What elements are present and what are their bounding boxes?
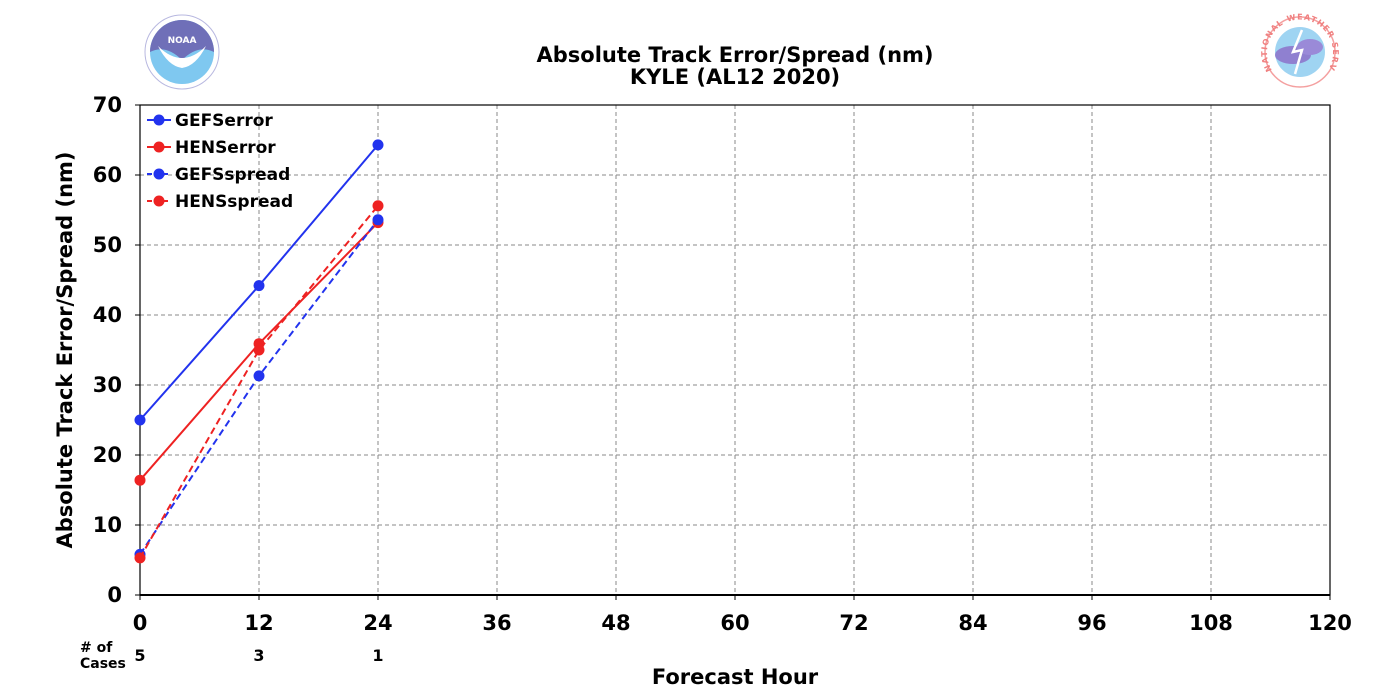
y-ticks: 0 10 20 30 40 50 60 70 [93, 93, 140, 607]
legend-item-hensspread: HENSspread [147, 192, 293, 212]
series-layer [134, 139, 384, 564]
chart-subtitle: KYLE (AL12 2020) [630, 65, 840, 89]
x-tick-label: 24 [363, 611, 392, 635]
series-hensspread [134, 200, 384, 564]
data-point [253, 280, 265, 292]
series-line [139, 205, 379, 559]
x-tick-label: 0 [133, 611, 148, 635]
legend-marker [153, 195, 165, 207]
cases-value: 1 [372, 646, 383, 665]
cases-value: 5 [134, 646, 145, 665]
data-point [134, 414, 146, 426]
cases-value: 3 [253, 646, 264, 665]
y-tick-label: 30 [93, 373, 122, 397]
cases-label-line1: # of [80, 640, 113, 656]
cases-label-line2: Cases [80, 656, 126, 672]
y-tick-label: 40 [93, 303, 122, 327]
data-point [372, 139, 384, 151]
y-tick-label: 70 [93, 93, 122, 117]
y-axis-label: Absolute Track Error/Spread (nm) [53, 151, 77, 548]
data-point [372, 214, 384, 226]
x-tick-label: 72 [839, 611, 868, 635]
x-tick-label: 120 [1308, 611, 1352, 635]
x-axis-label: Forecast Hour [652, 665, 819, 689]
x-tick-label: 12 [244, 611, 273, 635]
chart-title: Absolute Track Error/Spread (nm) [536, 43, 933, 67]
legend-label: HENSerror [175, 138, 276, 158]
data-point [253, 370, 265, 382]
x-tick-label: 108 [1189, 611, 1233, 635]
data-point [134, 474, 146, 486]
data-point [372, 200, 384, 212]
x-tick-label: 60 [720, 611, 749, 635]
svg-text:NOAA: NOAA [168, 36, 197, 46]
data-point [134, 552, 146, 564]
x-tick-label: 36 [482, 611, 511, 635]
data-point [253, 344, 265, 356]
grid [140, 105, 1330, 595]
x-tick-label: 48 [601, 611, 630, 635]
y-tick-label: 10 [93, 513, 122, 537]
legend-label: GEFSerror [175, 111, 273, 131]
series-gefserror [134, 139, 384, 426]
cases-values: 5 3 1 [134, 646, 383, 665]
y-tick-label: 60 [93, 163, 122, 187]
y-tick-label: 20 [93, 443, 122, 467]
x-ticks: 0 12 24 36 48 60 72 84 96 108 120 [133, 595, 1352, 635]
legend-label: HENSspread [175, 192, 293, 212]
y-tick-label: 50 [93, 233, 122, 257]
legend-item-henserror: HENSerror [147, 138, 276, 158]
legend-label: GEFSspread [175, 165, 290, 185]
x-tick-label: 84 [958, 611, 987, 635]
legend-marker [153, 141, 165, 153]
x-tick-label: 96 [1077, 611, 1106, 635]
legend-marker [153, 168, 165, 180]
legend-item-gefserror: GEFSerror [147, 111, 273, 131]
legend-marker [153, 114, 165, 126]
legend: GEFSerror HENSerror GEFSspread HENSspread [147, 111, 293, 212]
y-tick-label: 0 [107, 583, 122, 607]
legend-item-gefsspread: GEFSspread [147, 165, 290, 185]
noaa-logo-icon: NOAA [144, 14, 220, 90]
